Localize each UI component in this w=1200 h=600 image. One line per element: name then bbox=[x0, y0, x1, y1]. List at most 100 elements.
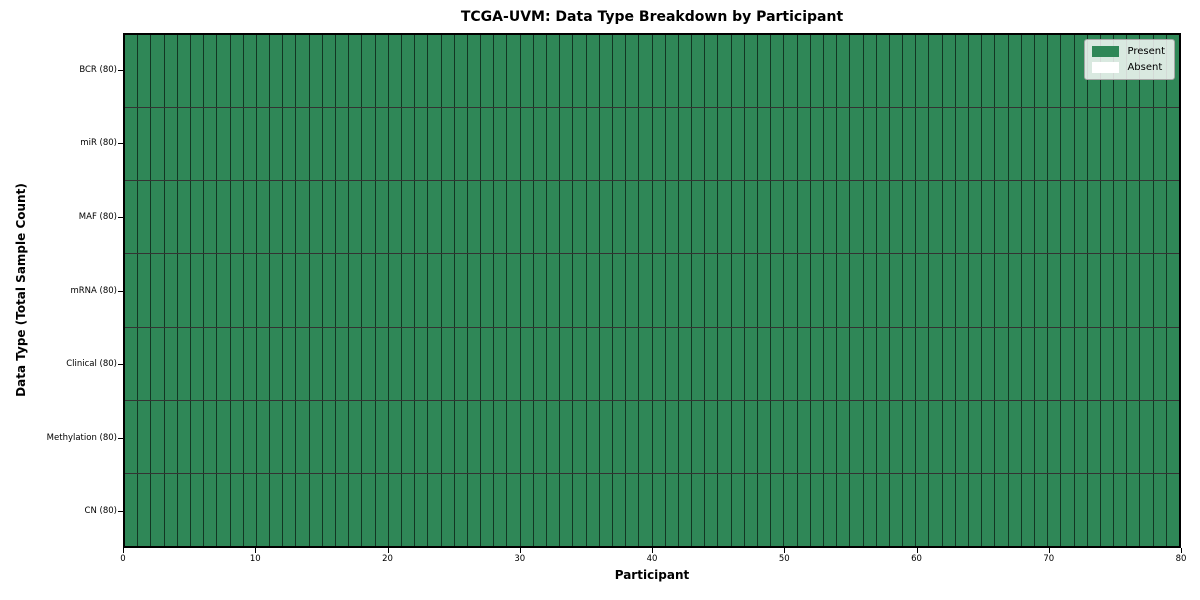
y-tick-label: BCR (80) bbox=[79, 64, 117, 75]
heatmap-cell bbox=[533, 181, 547, 254]
heatmap-cell bbox=[190, 327, 205, 400]
heatmap-cell bbox=[942, 181, 956, 254]
heatmap-cell bbox=[560, 35, 574, 108]
heatmap-cell bbox=[692, 473, 706, 546]
heatmap-cell bbox=[151, 254, 165, 327]
heatmap-cell bbox=[863, 327, 877, 400]
heatmap-cell bbox=[771, 254, 785, 327]
heatmap-cell bbox=[903, 108, 917, 181]
heatmap-cell bbox=[481, 327, 495, 400]
heatmap-cell bbox=[876, 254, 890, 327]
heatmap-cell bbox=[520, 181, 534, 254]
heatmap-cell bbox=[850, 254, 864, 327]
heatmap-cell bbox=[810, 400, 824, 473]
heatmap-cell bbox=[771, 181, 785, 254]
heatmap-cell bbox=[678, 254, 693, 327]
heatmap-cell bbox=[626, 327, 640, 400]
heatmap-cell bbox=[217, 254, 231, 327]
heatmap-cell bbox=[336, 254, 350, 327]
heatmap-cell bbox=[586, 473, 600, 546]
heatmap-cell bbox=[889, 181, 904, 254]
heatmap-cell bbox=[1114, 254, 1128, 327]
heatmap-cell bbox=[1034, 400, 1049, 473]
heatmap-cell bbox=[309, 327, 323, 400]
heatmap-cell bbox=[336, 108, 350, 181]
heatmap-cell bbox=[837, 400, 851, 473]
heatmap-cell bbox=[441, 400, 455, 473]
heatmap-cell bbox=[863, 400, 877, 473]
heatmap-cell bbox=[942, 35, 956, 108]
heatmap-cell bbox=[1061, 473, 1075, 546]
heatmap-cell bbox=[441, 254, 455, 327]
heatmap-cell bbox=[125, 35, 139, 108]
heatmap-cell bbox=[362, 473, 376, 546]
heatmap-cell bbox=[217, 473, 231, 546]
heatmap-cell bbox=[388, 473, 402, 546]
heatmap-cell bbox=[138, 400, 152, 473]
heatmap-cell bbox=[177, 35, 191, 108]
heatmap-cell bbox=[428, 254, 442, 327]
heatmap-cell bbox=[823, 35, 838, 108]
heatmap-cell bbox=[283, 108, 297, 181]
heatmap-cell bbox=[494, 108, 508, 181]
heatmap-cell bbox=[230, 35, 244, 108]
heatmap-cell bbox=[758, 327, 772, 400]
heatmap-cell bbox=[1061, 400, 1075, 473]
heatmap-cell bbox=[995, 254, 1009, 327]
heatmap-cell bbox=[322, 108, 336, 181]
heatmap-cell bbox=[1034, 254, 1049, 327]
heatmap-cell bbox=[401, 254, 416, 327]
heatmap-cell bbox=[164, 327, 178, 400]
heatmap-cell bbox=[533, 35, 547, 108]
heatmap-cell bbox=[230, 400, 244, 473]
heatmap-cell bbox=[1034, 473, 1049, 546]
heatmap-cell bbox=[705, 254, 719, 327]
heatmap-cell bbox=[507, 327, 521, 400]
heatmap-cell bbox=[612, 254, 627, 327]
heatmap-cell bbox=[652, 400, 666, 473]
heatmap-cell bbox=[599, 254, 613, 327]
heatmap-cell bbox=[1061, 108, 1075, 181]
heatmap-cell bbox=[177, 181, 191, 254]
heatmap-cell bbox=[256, 327, 271, 400]
heatmap-cell bbox=[507, 473, 521, 546]
heatmap-cell bbox=[428, 400, 442, 473]
heatmap-cell bbox=[995, 181, 1009, 254]
heatmap-cell bbox=[283, 181, 297, 254]
heatmap-cell bbox=[995, 327, 1009, 400]
x-tick-mark bbox=[387, 548, 389, 553]
heatmap-cell bbox=[560, 181, 574, 254]
heatmap-cell bbox=[481, 108, 495, 181]
heatmap-cell bbox=[256, 181, 271, 254]
heatmap-cell bbox=[810, 108, 824, 181]
heatmap-cell bbox=[929, 181, 943, 254]
heatmap-cell bbox=[1061, 181, 1075, 254]
heatmap-cell bbox=[243, 35, 257, 108]
x-tick-mark bbox=[784, 548, 786, 553]
heatmap-cell bbox=[639, 400, 653, 473]
heatmap-cell bbox=[441, 181, 455, 254]
heatmap-cell bbox=[138, 181, 152, 254]
heatmap-cell bbox=[204, 400, 218, 473]
heatmap-cell bbox=[349, 400, 363, 473]
heatmap-cell bbox=[230, 181, 244, 254]
heatmap-cell bbox=[204, 35, 218, 108]
heatmap-cell bbox=[190, 254, 205, 327]
heatmap-cell bbox=[1100, 327, 1115, 400]
heatmap-cell bbox=[296, 254, 310, 327]
heatmap-cell bbox=[837, 254, 851, 327]
heatmap-cell bbox=[837, 181, 851, 254]
heatmap-cell bbox=[309, 254, 323, 327]
heatmap-cell bbox=[942, 473, 956, 546]
heatmap-cell bbox=[1008, 254, 1022, 327]
heatmap-cell bbox=[560, 400, 574, 473]
heatmap-cell bbox=[573, 473, 587, 546]
heatmap-cell bbox=[481, 181, 495, 254]
heatmap-cell bbox=[204, 473, 218, 546]
heatmap-cell bbox=[969, 181, 983, 254]
heatmap-cell bbox=[573, 327, 587, 400]
heatmap-cell bbox=[1166, 327, 1179, 400]
heatmap-cell bbox=[599, 181, 613, 254]
heatmap-cell bbox=[652, 473, 666, 546]
heatmap-cell bbox=[929, 473, 943, 546]
